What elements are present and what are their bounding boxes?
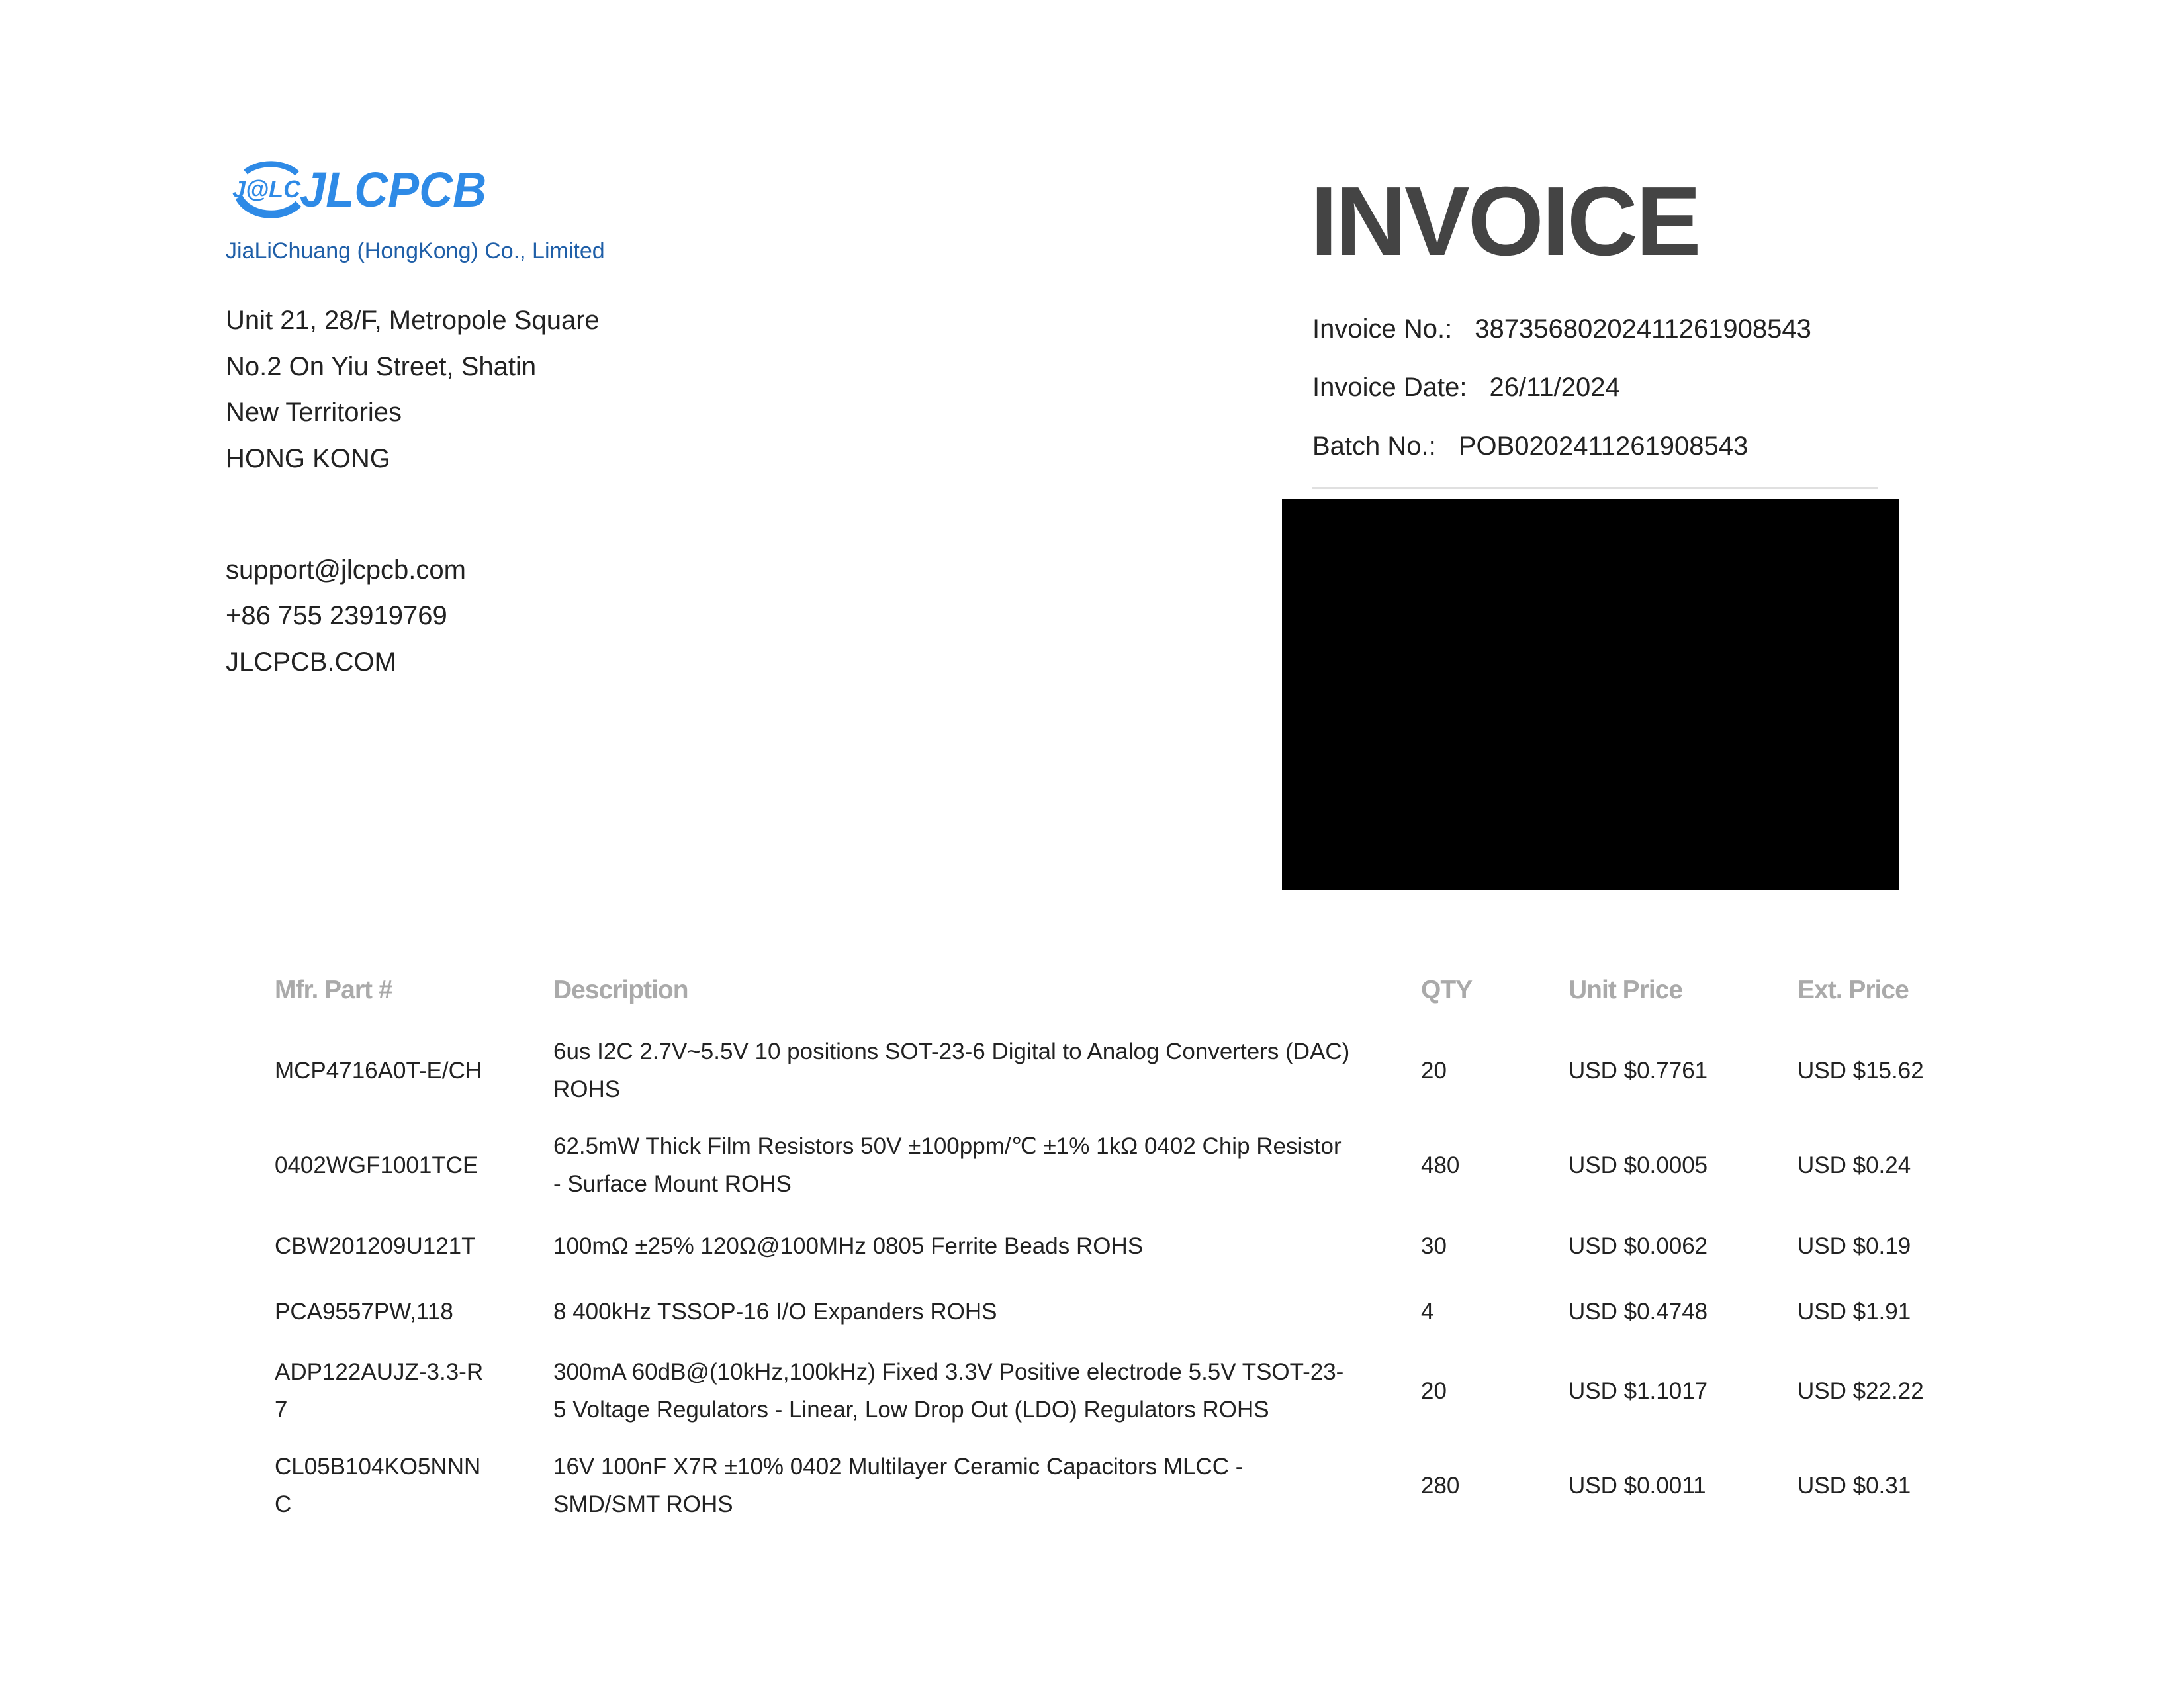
- cell-description: 100mΩ ±25% 120Ω@100MHz 0805 Ferrite Bead…: [553, 1233, 1144, 1259]
- cell-unit-price: USD $0.4748: [1569, 1298, 1708, 1325]
- cell-qty: 480: [1421, 1152, 1460, 1178]
- batch-number-label: Batch No.:: [1312, 432, 1436, 461]
- contact-phone: +86 755 23919769: [226, 601, 447, 630]
- cell-unit-price: USD $0.7761: [1569, 1057, 1708, 1084]
- address-line-1: Unit 21, 28/F, Metropole Square: [226, 306, 600, 335]
- cell-part: PCA9557PW,118: [275, 1298, 453, 1325]
- jlcpcb-logo-mark: J@LC JLCPCB: [232, 161, 486, 218]
- cell-qty: 20: [1421, 1378, 1447, 1404]
- cell-ext-price: USD $15.62: [1797, 1057, 1924, 1084]
- header-description: Description: [553, 976, 689, 1004]
- contact-website: JLCPCB.COM: [226, 647, 396, 677]
- cell-part: CL05B104KO5NNNC: [275, 1454, 481, 1517]
- cell-qty: 4: [1421, 1298, 1434, 1325]
- invoice-date-value: 26/11/2024: [1489, 373, 1620, 402]
- svg-text:JLCPCB: JLCPCB: [300, 162, 486, 217]
- invoice-number-label: Invoice No.:: [1312, 314, 1453, 344]
- jlcpcb-logo: J@LC JLCPCB: [226, 158, 490, 218]
- table-row: PCA9557PW,118 8 400kHz TSSOP-16 I/O Expan…: [0, 1262, 2184, 1361]
- address-line-3: New Territories: [226, 398, 402, 427]
- cell-ext-price: USD $22.22: [1797, 1378, 1924, 1404]
- invoice-date: Invoice Date: 26/11/2024: [1312, 373, 1620, 402]
- cell-qty: 280: [1421, 1472, 1460, 1499]
- invoice-title: INVOICE: [1310, 167, 1702, 276]
- table-row: ADP122AUJZ-3.3-R7 300mA 60dB@(10kHz,100kH…: [0, 1341, 2184, 1440]
- invoice-number-value: 387356802024112619085​43: [1475, 314, 1811, 344]
- cell-qty: 30: [1421, 1233, 1447, 1259]
- header-unit-price: Unit Price: [1569, 976, 1683, 1004]
- cell-part: 0402WGF1001TCE: [275, 1152, 478, 1178]
- cell-qty: 20: [1421, 1057, 1447, 1084]
- cell-ext-price: USD $0.31: [1797, 1472, 1911, 1499]
- cell-unit-price: USD $0.0062: [1569, 1233, 1708, 1259]
- invoice-number: Invoice No.: 387356802024112619085​43: [1312, 314, 1811, 344]
- invoice-date-label: Invoice Date:: [1312, 373, 1467, 402]
- cell-description: 62.5mW Thick Film Resistors 50V ±100ppm/…: [553, 1133, 1342, 1197]
- divider: [1312, 487, 1878, 489]
- cell-description: 300mA 60dB@(10kHz,100kHz) Fixed 3.3V Pos…: [553, 1359, 1344, 1423]
- cell-description: 6us I2C 2.7V~5.5V 10 positions SOT-23-6 …: [553, 1039, 1350, 1102]
- cell-description: 8 400kHz TSSOP-16 I/O Expanders ROHS: [553, 1298, 997, 1325]
- cell-ext-price: USD $0.19: [1797, 1233, 1911, 1259]
- cell-part: CBW201209U121T: [275, 1233, 476, 1259]
- header-ext-price: Ext. Price: [1797, 976, 1909, 1004]
- table-row: CL05B104KO5NNNC 16V 100nF X7R ±10% 0402 M…: [0, 1436, 2184, 1535]
- svg-text:J@LC: J@LC: [232, 175, 301, 203]
- cell-unit-price: USD $0.0005: [1569, 1152, 1708, 1178]
- address-line-4: HONG KONG: [226, 444, 390, 473]
- cell-ext-price: USD $1.91: [1797, 1298, 1911, 1325]
- redacted-block: [1282, 499, 1899, 890]
- contact-email: support@jlcpcb.com: [226, 555, 466, 585]
- cell-part: ADP122AUJZ-3.3-R7: [275, 1359, 484, 1423]
- cell-description: 16V 100nF X7R ±10% 0402 Multilayer Ceram…: [553, 1454, 1244, 1517]
- cell-unit-price: USD $0.0011: [1569, 1472, 1706, 1499]
- company-name: JiaLiChuang (HongKong) Co., Limited: [226, 238, 605, 263]
- cell-ext-price: USD $0.24: [1797, 1152, 1911, 1178]
- batch-number: Batch No.: POB0202411261908543: [1312, 432, 1748, 461]
- cell-unit-price: USD $1.1017: [1569, 1378, 1708, 1404]
- table-row: CBW201209U121T 100mΩ ±25% 120Ω@100MHz 080…: [0, 1196, 2184, 1295]
- table-row: 0402WGF1001TCE 62.5mW Thick Film Resistor…: [0, 1115, 2184, 1215]
- table-row: MCP4716A0T-E/CH 6us I2C 2.7V~5.5V 10 posi…: [0, 1021, 2184, 1120]
- cell-part: MCP4716A0T-E/CH: [275, 1057, 482, 1084]
- batch-number-value: POB0202411261908543: [1458, 432, 1749, 461]
- header-qty: QTY: [1421, 976, 1473, 1004]
- address-line-2: No.2 On Yiu Street, Shatin: [226, 352, 537, 381]
- header-part: Mfr. Part #: [275, 976, 393, 1004]
